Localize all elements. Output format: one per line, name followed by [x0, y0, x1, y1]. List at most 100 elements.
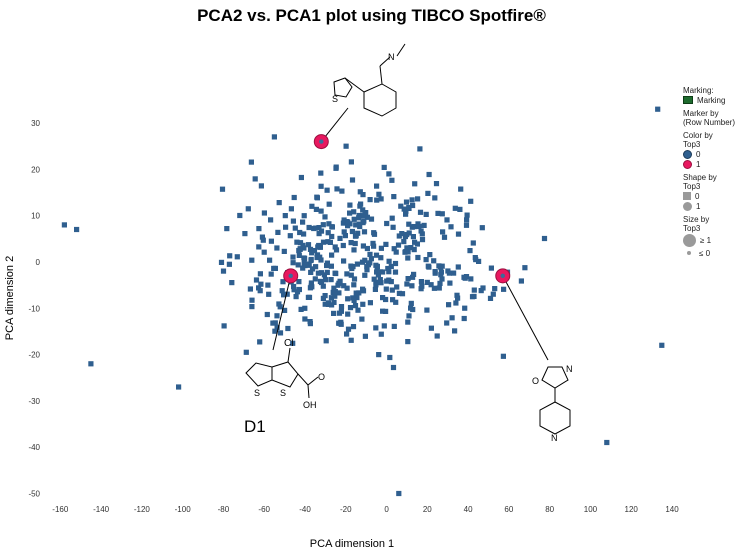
data-point[interactable]: [326, 201, 332, 207]
data-point[interactable]: [317, 278, 323, 284]
data-point[interactable]: [417, 209, 424, 215]
data-point[interactable]: [226, 261, 232, 267]
data-point[interactable]: [344, 331, 350, 337]
data-point[interactable]: [373, 325, 379, 331]
data-point[interactable]: [360, 213, 366, 219]
data-point[interactable]: [406, 204, 412, 211]
data-point[interactable]: [291, 287, 297, 293]
data-point[interactable]: [446, 302, 452, 308]
data-point[interactable]: [373, 252, 380, 258]
data-point[interactable]: [394, 284, 400, 290]
data-point[interactable]: [500, 353, 506, 359]
data-point[interactable]: [371, 231, 378, 237]
data-point[interactable]: [332, 244, 338, 250]
data-point[interactable]: [338, 304, 345, 310]
data-point[interactable]: [322, 301, 328, 307]
data-point[interactable]: [249, 304, 255, 310]
data-point[interactable]: [351, 247, 357, 253]
data-point[interactable]: [408, 300, 414, 306]
data-point[interactable]: [377, 269, 383, 275]
data-point[interactable]: [341, 258, 347, 264]
data-point[interactable]: [336, 320, 342, 326]
data-point[interactable]: [352, 240, 358, 247]
data-point[interactable]: [249, 257, 255, 263]
data-point[interactable]: [396, 290, 402, 296]
data-point[interactable]: [454, 292, 460, 298]
data-point[interactable]: [362, 333, 368, 339]
data-point[interactable]: [415, 254, 421, 261]
data-point[interactable]: [371, 243, 377, 249]
data-point[interactable]: [433, 181, 440, 187]
data-point[interactable]: [309, 284, 315, 290]
data-point[interactable]: [419, 283, 425, 289]
data-point[interactable]: [300, 242, 306, 248]
data-point[interactable]: [356, 215, 362, 221]
data-point[interactable]: [313, 225, 319, 231]
data-point[interactable]: [279, 288, 285, 294]
data-point[interactable]: [315, 270, 321, 276]
data-point[interactable]: [462, 305, 468, 311]
data-point[interactable]: [604, 439, 610, 446]
data-point[interactable]: [318, 170, 324, 176]
data-point[interactable]: [490, 291, 496, 297]
data-point[interactable]: [309, 203, 315, 209]
data-point[interactable]: [449, 315, 455, 321]
data-point[interactable]: [387, 354, 393, 361]
data-point[interactable]: [471, 287, 477, 293]
data-point[interactable]: [367, 251, 373, 257]
data-point[interactable]: [296, 252, 302, 258]
data-point[interactable]: [455, 231, 462, 237]
data-point[interactable]: [324, 269, 330, 275]
data-point[interactable]: [345, 296, 351, 302]
data-point[interactable]: [220, 268, 227, 274]
data-point[interactable]: [401, 239, 407, 245]
data-point[interactable]: [437, 264, 443, 270]
data-point[interactable]: [380, 308, 386, 314]
data-point[interactable]: [309, 266, 316, 272]
data-point[interactable]: [325, 300, 331, 306]
data-point[interactable]: [659, 342, 665, 348]
data-point[interactable]: [257, 288, 263, 294]
data-point[interactable]: [473, 257, 479, 263]
data-point[interactable]: [291, 194, 297, 201]
data-point[interactable]: [368, 216, 375, 222]
data-point[interactable]: [321, 272, 327, 278]
data-point[interactable]: [347, 210, 353, 216]
data-point[interactable]: [392, 269, 399, 275]
data-point[interactable]: [271, 134, 277, 140]
data-point[interactable]: [318, 270, 324, 276]
data-point[interactable]: [432, 195, 438, 201]
data-point[interactable]: [360, 192, 366, 198]
data-point[interactable]: [402, 233, 408, 240]
data-point[interactable]: [309, 250, 315, 256]
data-point[interactable]: [406, 230, 412, 236]
data-point[interactable]: [412, 181, 418, 187]
data-point[interactable]: [293, 294, 299, 300]
data-point[interactable]: [280, 279, 286, 285]
data-point[interactable]: [479, 225, 485, 231]
data-point[interactable]: [320, 283, 326, 289]
data-point[interactable]: [386, 269, 392, 275]
data-point[interactable]: [329, 233, 335, 240]
data-point[interactable]: [423, 257, 429, 263]
data-point[interactable]: [439, 276, 445, 282]
data-point[interactable]: [367, 197, 373, 203]
data-point[interactable]: [403, 199, 410, 205]
data-point[interactable]: [315, 244, 321, 250]
data-point[interactable]: [389, 287, 395, 293]
data-point[interactable]: [410, 202, 416, 209]
data-point[interactable]: [283, 224, 289, 230]
data-point[interactable]: [410, 234, 416, 240]
data-point[interactable]: [268, 271, 274, 277]
data-point[interactable]: [253, 277, 260, 283]
data-point[interactable]: [388, 263, 394, 269]
data-point[interactable]: [305, 294, 311, 300]
data-point[interactable]: [74, 226, 80, 233]
data-point[interactable]: [303, 261, 309, 268]
data-point[interactable]: [405, 319, 411, 325]
data-point[interactable]: [291, 283, 297, 290]
data-point[interactable]: [383, 296, 389, 303]
data-point[interactable]: [437, 280, 443, 286]
data-point[interactable]: [266, 291, 272, 297]
data-point[interactable]: [447, 280, 453, 286]
